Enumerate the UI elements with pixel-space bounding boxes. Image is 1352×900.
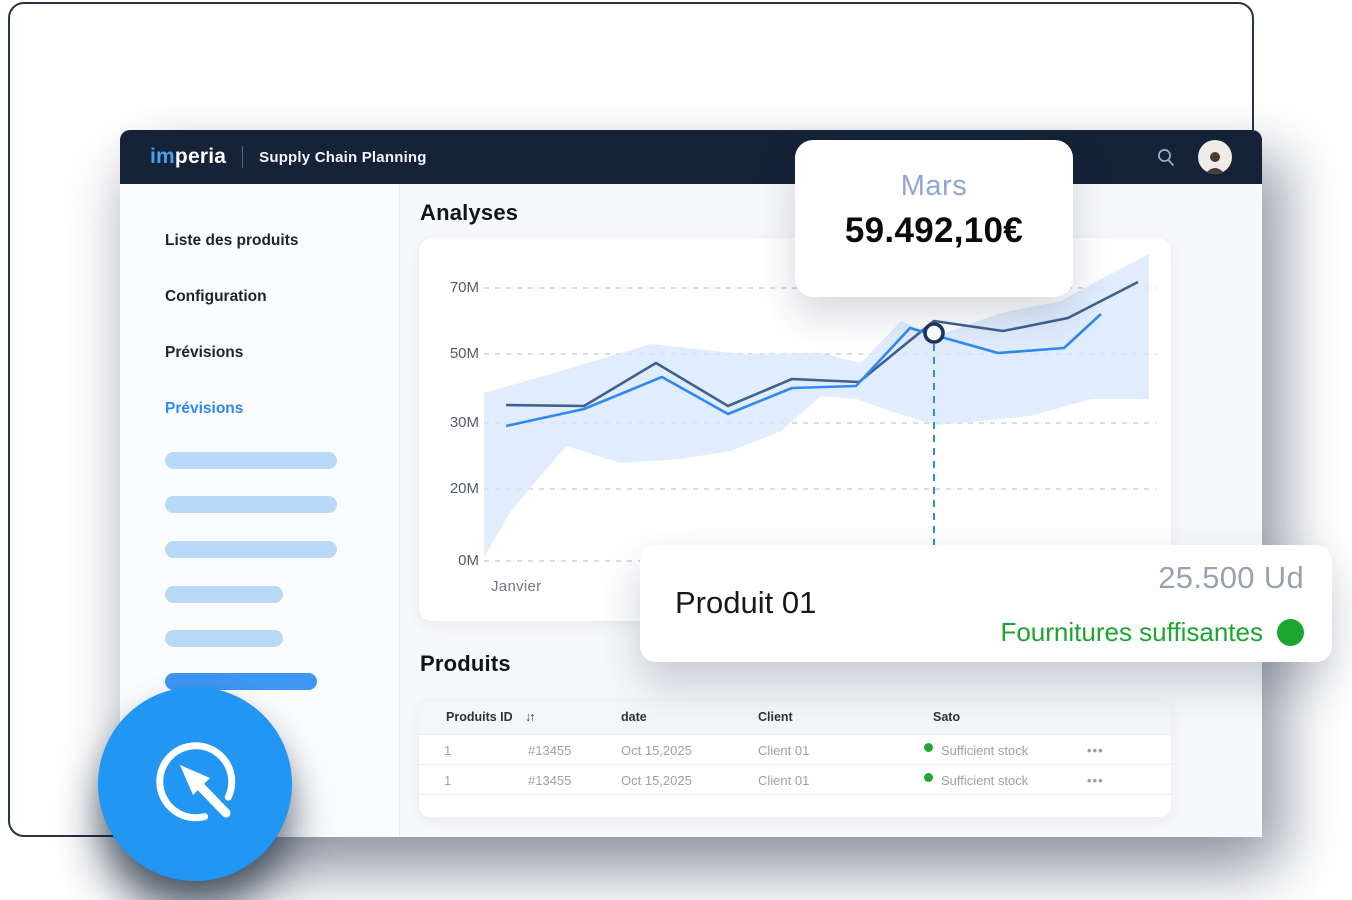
logo-divider <box>242 146 244 168</box>
table-row[interactable]: 1 #13455 Oct 15,2025 Client 01 Sufficien… <box>419 734 1171 764</box>
sort-icon[interactable]: ↓↑ <box>525 710 535 724</box>
sidebar-skeleton-bar <box>165 452 337 469</box>
product-name: Produit 01 <box>675 585 817 620</box>
y-tick-label: 50M <box>449 345 479 362</box>
confidence-band <box>484 254 1149 557</box>
click-gesture-button[interactable] <box>98 687 292 881</box>
sidebar-item-liste-des-produits[interactable]: Liste des produits <box>165 232 299 249</box>
column-header-produits-id: Produits ID <box>446 710 513 724</box>
analyses-chart-svg[interactable] <box>419 238 1173 623</box>
status-dot <box>924 743 933 752</box>
cell-product-id: #13455 <box>528 773 572 788</box>
status-dot <box>924 773 933 782</box>
cell-num: 1 <box>444 743 452 758</box>
sidebar-skeleton-bar <box>165 673 317 690</box>
produits-title: Produits <box>420 651 511 676</box>
x-axis-label-janvier: Janvier <box>491 578 542 595</box>
cell-date: Oct 15,2025 <box>621 743 692 758</box>
sidebar-item-previsions-active[interactable]: Prévisions <box>165 400 244 417</box>
logo-text-im: im <box>150 145 175 168</box>
column-header-date: date <box>621 710 647 724</box>
y-tick-label: 70M <box>449 279 479 296</box>
cell-product-id: #13455 <box>528 743 572 758</box>
sidebar-item-configuration[interactable]: Configuration <box>165 288 267 305</box>
product-summary-card: Produit 01 25.500 Ud Fournitures suffisa… <box>640 545 1332 662</box>
person-icon <box>1205 152 1225 174</box>
chart-tooltip-card: Mars 59.492,10€ <box>795 140 1073 297</box>
cell-client: Client 01 <box>758 773 810 788</box>
logo-text-peria: peria <box>174 145 227 168</box>
table-header-row: Produits ID ↓↑ date Client Sato <box>419 701 1171 734</box>
sidebar-skeleton-bar <box>165 630 283 647</box>
top-navbar: imperia Supply Chain Planning <box>120 130 1262 184</box>
product-status-dot <box>1277 619 1304 646</box>
series-historique-line <box>505 280 1139 408</box>
cell-status: Sufficient stock <box>941 773 1029 788</box>
cell-date: Oct 15,2025 <box>621 773 692 788</box>
series-prevision-line <box>505 313 1102 428</box>
column-header-sato: Sato <box>933 710 961 724</box>
product-quantity: 25.500 Ud <box>1158 560 1304 595</box>
tooltip-value: 59.492,10€ <box>844 211 1024 250</box>
table-footer-strip <box>419 794 1171 817</box>
row-menu-icon[interactable]: ••• <box>1087 773 1104 788</box>
selected-point-marker[interactable] <box>923 322 945 344</box>
y-tick-label: 30M <box>449 414 479 431</box>
sidebar-skeleton-bar <box>165 541 337 558</box>
click-cursor-icon <box>156 742 236 822</box>
table-row[interactable]: 1 #13455 Oct 15,2025 Client 01 Sufficien… <box>419 764 1171 794</box>
sidebar-item-previsions[interactable]: Prévisions <box>165 344 244 361</box>
y-tick-label: 20M <box>449 480 479 497</box>
sidebar-skeleton-bar <box>165 496 337 513</box>
column-header-client: Client <box>758 710 793 724</box>
sidebar-skeleton-bar <box>165 586 283 603</box>
tooltip-month: Mars <box>900 170 968 202</box>
row-menu-icon[interactable]: ••• <box>1087 743 1104 758</box>
analyses-title: Analyses <box>420 200 519 225</box>
product-status-text: Fournitures suffisantes <box>1000 617 1263 647</box>
imperia-logo[interactable]: imperia <box>150 145 226 169</box>
product-status: Fournitures suffisantes <box>1000 617 1304 648</box>
cell-client: Client 01 <box>758 743 810 758</box>
cell-status: Sufficient stock <box>941 743 1029 758</box>
app-window: imperia Supply Chain Planning Liste de <box>120 130 1262 837</box>
app-name: Supply Chain Planning <box>259 148 427 166</box>
produits-table: Produits ID ↓↑ date Client Sato 1 #13455… <box>418 700 1172 818</box>
search-icon[interactable] <box>1156 147 1176 167</box>
cell-num: 1 <box>444 773 452 788</box>
y-tick-label: 0M <box>458 552 479 569</box>
navbar-actions <box>1156 140 1232 174</box>
user-avatar[interactable] <box>1198 140 1232 174</box>
